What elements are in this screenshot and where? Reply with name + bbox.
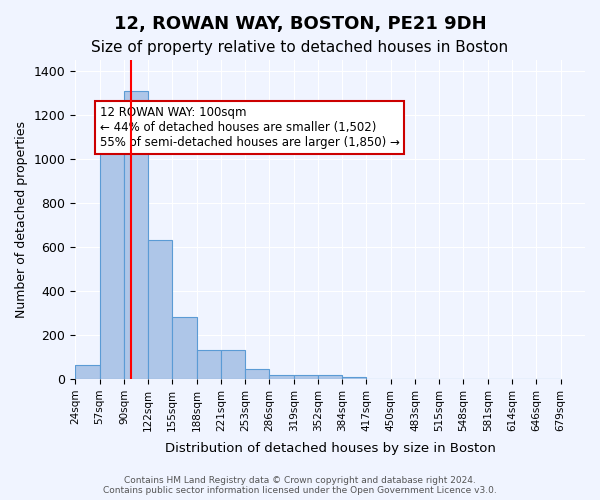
Bar: [197, 350, 221, 379]
Text: Contains HM Land Registry data © Crown copyright and database right 2024.
Contai: Contains HM Land Registry data © Crown c…: [103, 476, 497, 495]
Bar: [100, 144, 124, 379]
Bar: [245, 369, 269, 379]
Text: 12 ROWAN WAY: 100sqm
← 44% of detached houses are smaller (1,502)
55% of semi-de: 12 ROWAN WAY: 100sqm ← 44% of detached h…: [100, 106, 400, 149]
Bar: [172, 318, 197, 379]
Bar: [75, 364, 100, 379]
Bar: [148, 240, 172, 379]
Bar: [318, 374, 342, 379]
Bar: [124, 91, 148, 379]
Y-axis label: Number of detached properties: Number of detached properties: [15, 121, 28, 318]
Bar: [342, 377, 367, 379]
Text: Size of property relative to detached houses in Boston: Size of property relative to detached ho…: [91, 40, 509, 55]
Bar: [294, 374, 318, 379]
X-axis label: Distribution of detached houses by size in Boston: Distribution of detached houses by size …: [164, 442, 496, 455]
Text: 12, ROWAN WAY, BOSTON, PE21 9DH: 12, ROWAN WAY, BOSTON, PE21 9DH: [113, 15, 487, 33]
Bar: [221, 350, 245, 379]
Bar: [269, 374, 294, 379]
